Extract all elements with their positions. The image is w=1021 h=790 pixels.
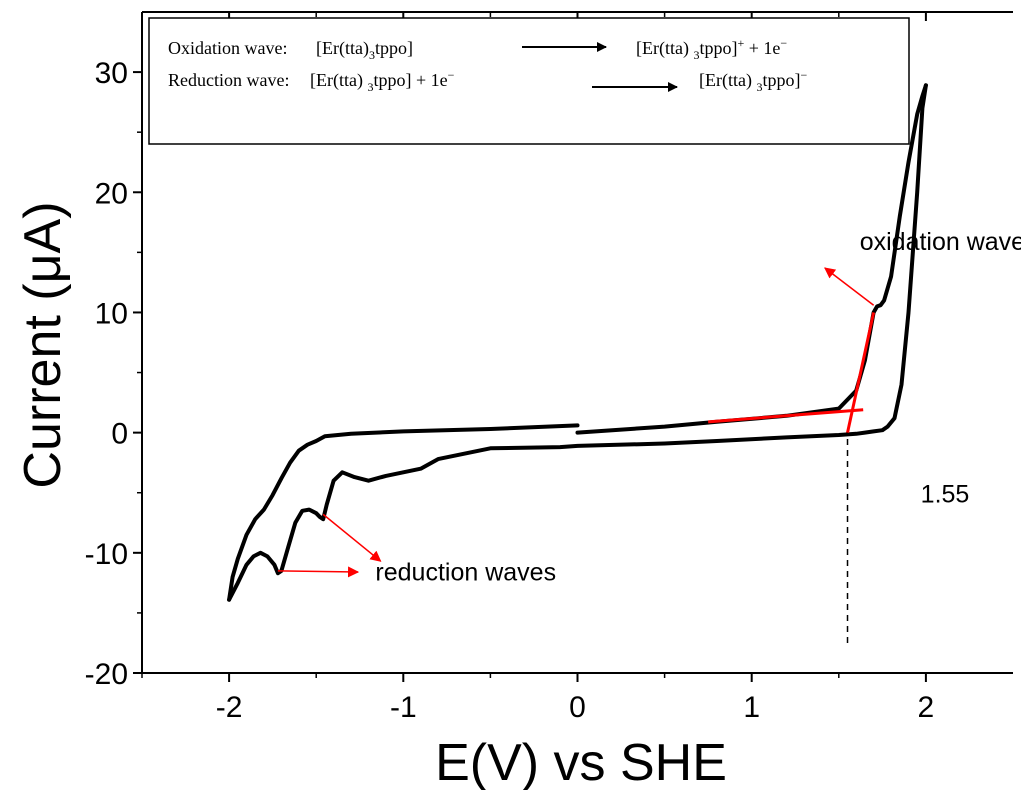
reaction-legend-box: Oxidation wave: [Er(tta)3tppo] [Er(tta) … [148, 17, 910, 145]
oxidation-onset-tangent-baseline [708, 408, 864, 424]
y-tick-label: 20 [95, 177, 128, 210]
x-tick-label: 2 [918, 691, 935, 724]
y-tick-label: -20 [85, 658, 128, 691]
oxidation-reactant: [Er(tta)3tppo] [316, 38, 413, 62]
x-axis-title: E(V) vs SHE [435, 734, 727, 790]
annotations: oxidation wave reduction waves 1.55 [277, 228, 1021, 586]
cv-curve-segment-2 [227, 83, 928, 602]
oxidation-product: [Er(tta) 3tppo]+ + 1e− [636, 36, 787, 62]
y-tick-label: 10 [95, 297, 128, 330]
x-tick-label: -1 [390, 691, 417, 724]
x-tick-label: 0 [569, 691, 586, 724]
oxidation-label: Oxidation wave: [168, 38, 287, 58]
overlays [708, 312, 876, 643]
y-tick-label: 0 [111, 418, 128, 451]
reduction-waves-arrow [322, 513, 382, 562]
y-tick-label: 30 [95, 57, 128, 90]
cv-curve-segment-3 [227, 423, 580, 602]
oxidation-onset-tangent-steep [846, 312, 876, 433]
x-tick-label: -2 [216, 691, 243, 724]
oxidation-wave-arrow [824, 267, 875, 306]
reaction-legend-frame [148, 17, 910, 145]
reduction-product: [Er(tta) 3tppo]− [699, 68, 807, 94]
y-tick-label: -10 [85, 538, 128, 571]
oxidation-wave-label: oxidation wave [860, 228, 1021, 256]
x-tick-label: 1 [743, 691, 760, 724]
reduction-waves-arrow [277, 566, 360, 578]
onset-value-label: 1.55 [921, 480, 970, 508]
reduction-reactant: [Er(tta) 3tppo] + 1e− [310, 68, 455, 94]
reduction-waves-label: reduction waves [375, 558, 556, 586]
y-axis-title: Current (μA) [14, 201, 72, 488]
reduction-label: Reduction wave: [168, 70, 289, 90]
